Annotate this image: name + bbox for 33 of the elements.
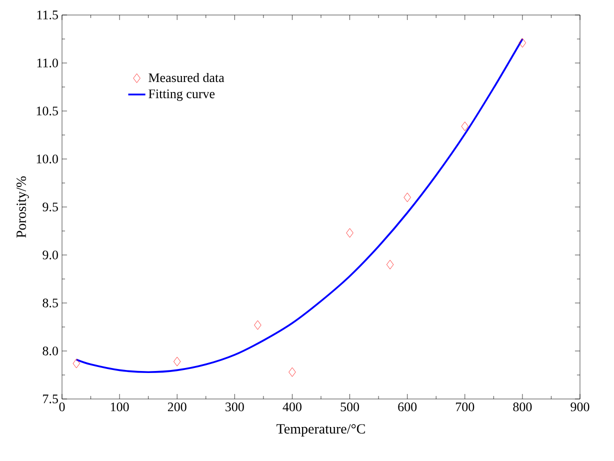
point — [518, 38, 526, 48]
legend-label: Measured data — [148, 72, 224, 82]
point — [404, 192, 411, 202]
legend-label: Fitting curve — [148, 89, 215, 101]
x-tick-label: 700 — [456, 402, 474, 412]
x-tick-label: 300 — [226, 402, 244, 412]
x-tick-label: 600 — [398, 402, 417, 412]
x-axis-title: Temperature/°C — [276, 424, 365, 436]
y-axis-title: Porosity/% — [16, 176, 29, 238]
y-tick-label: 10.0 — [36, 154, 58, 164]
y-tick-label: 8.5 — [42, 298, 58, 308]
x-tick-label: 0 — [59, 402, 65, 412]
y-tick-label: 9.5 — [42, 202, 58, 212]
x-tick-label: 500 — [340, 402, 360, 412]
x-tick-label: 200 — [168, 402, 186, 412]
point — [174, 356, 181, 366]
point — [288, 367, 296, 377]
y-tick-label: 11.5 — [37, 10, 58, 20]
point — [386, 260, 394, 270]
y-tick-label: 7.5 — [43, 394, 58, 404]
y-tick-label: 9.0 — [42, 250, 58, 260]
y-tick-label: 10.5 — [36, 106, 58, 116]
y-tick-label: 11.0 — [37, 58, 58, 68]
point — [254, 320, 262, 330]
line-series — [75, 38, 524, 374]
x-tick-label: 100 — [110, 402, 129, 412]
point — [346, 228, 354, 238]
point — [72, 358, 80, 368]
y-tick-label: 8.0 — [42, 346, 58, 356]
point — [461, 122, 468, 132]
x-tick-label: 400 — [282, 402, 302, 412]
x-tick-label: 800 — [513, 402, 532, 412]
x-tick-label: 900 — [570, 402, 590, 412]
